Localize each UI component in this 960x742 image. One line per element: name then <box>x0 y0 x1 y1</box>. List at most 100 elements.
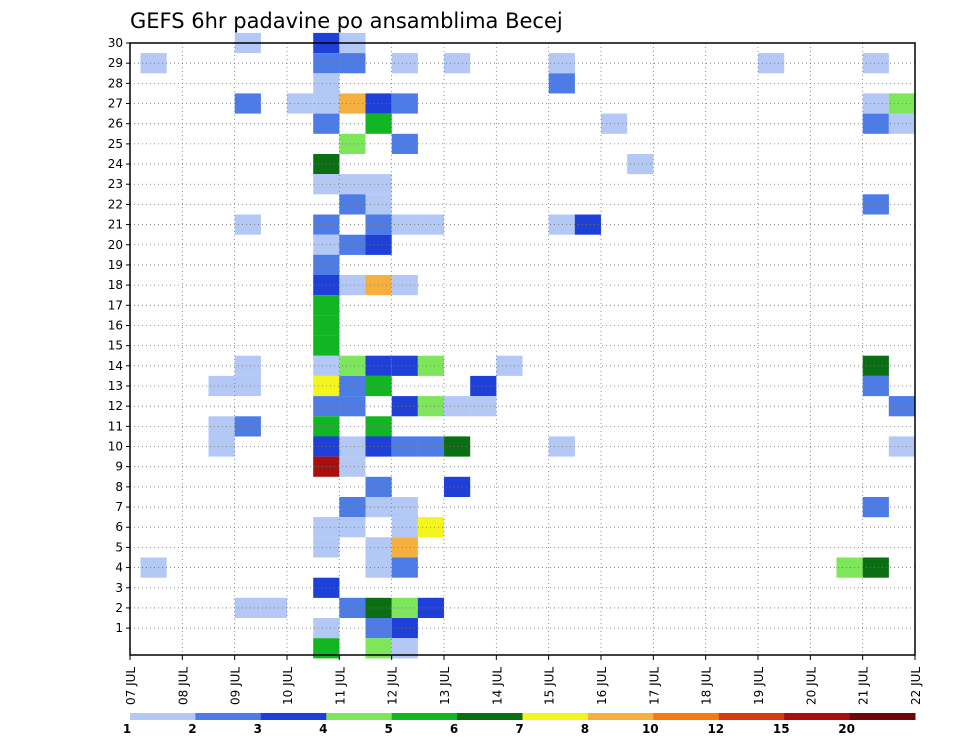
colorbar-swatch <box>718 713 785 720</box>
colorbar-label: 3 <box>254 722 262 736</box>
y-tick-label: 11 <box>108 419 123 433</box>
heatmap-cell <box>339 436 366 457</box>
x-tick-label: 21 JUL <box>857 667 871 705</box>
heatmap-cell <box>391 133 418 154</box>
colorbar-swatch <box>195 713 262 720</box>
y-tick-label: 10 <box>108 440 123 454</box>
heatmap-cell <box>339 93 366 114</box>
heatmap-cell <box>339 517 366 538</box>
heatmap-cell <box>391 497 418 518</box>
x-tick-label: 08 JUL <box>176 667 190 705</box>
heatmap-cell <box>548 436 575 457</box>
heatmap-cell <box>470 375 497 397</box>
heatmap-cell <box>548 214 575 235</box>
heatmap-cell <box>339 597 366 618</box>
y-tick-label: 8 <box>115 480 123 494</box>
colorbar-label: 8 <box>581 722 589 736</box>
heatmap-cell <box>758 53 785 74</box>
grid-lines <box>130 42 915 655</box>
heatmap-cell <box>208 416 235 437</box>
heatmap-cell <box>234 597 261 618</box>
x-tick-label: 16 JUL <box>595 667 609 705</box>
heatmap-cell <box>391 638 418 659</box>
y-tick-label: 7 <box>115 500 123 514</box>
y-tick-label: 29 <box>108 56 123 70</box>
heatmap-cell <box>260 597 287 618</box>
heatmap-cell <box>339 53 366 74</box>
y-tick-label: 21 <box>108 218 123 232</box>
y-tick-label: 18 <box>108 278 123 292</box>
colorbar-label: 10 <box>642 722 659 736</box>
heatmap-cell <box>888 113 915 134</box>
y-tick-label: 19 <box>108 258 123 272</box>
heatmap-cell <box>287 93 314 114</box>
heatmap-cell <box>862 497 889 518</box>
colorbar-label: 20 <box>838 722 855 736</box>
y-tick-label: 25 <box>108 137 123 151</box>
heatmap-cell <box>836 557 863 578</box>
y-tick-label: 17 <box>108 298 123 312</box>
colorbar-label: 12 <box>707 722 724 736</box>
heatmap-cell <box>234 214 261 235</box>
colorbar-swatch <box>391 713 458 720</box>
colorbar-swatch <box>326 713 393 720</box>
heatmap-cell <box>391 93 418 114</box>
heatmap-cell <box>888 436 915 457</box>
heatmap-cell <box>234 375 261 397</box>
x-tick-label: 07 JUL <box>124 667 138 705</box>
heatmap-cell <box>339 396 366 417</box>
colorbar-label: 15 <box>773 722 790 736</box>
heatmap-cell <box>391 436 418 457</box>
heatmap-cell <box>339 456 366 477</box>
y-tick-label: 14 <box>108 359 123 373</box>
heatmap-cell <box>444 396 471 417</box>
heatmap-cell <box>444 53 471 74</box>
x-tick-label: 20 JUL <box>804 667 818 705</box>
heatmap-cell <box>574 214 601 235</box>
y-tick-label: 20 <box>108 238 123 252</box>
y-tick-label: 15 <box>108 339 123 353</box>
heatmap-cell <box>444 436 471 457</box>
y-tick-label: 1 <box>115 621 123 635</box>
y-tick-label: 26 <box>108 117 123 131</box>
y-tick-label: 3 <box>115 581 123 595</box>
colorbar-label: 4 <box>319 722 327 736</box>
chart-title: GEFS 6hr padavine po ansamblima Becej <box>130 9 563 33</box>
x-tick-label: 13 JUL <box>438 667 452 705</box>
heatmap-cell <box>208 436 235 457</box>
y-tick-label: 6 <box>115 520 123 534</box>
heatmap-cell <box>339 497 366 518</box>
heatmap-cell <box>862 93 889 114</box>
heatmap-cell <box>391 537 418 558</box>
colorbar-swatch <box>130 713 196 720</box>
heatmap-cell <box>339 275 366 296</box>
y-tick-label: 12 <box>108 399 123 413</box>
heatmap-cell <box>888 93 915 114</box>
heatmap-cell <box>862 53 889 74</box>
x-tick-label: 18 JUL <box>700 667 714 705</box>
heatmap-cell <box>391 557 418 578</box>
colorbar: 1 2 3 4 5 6 7 8 10 12 15 20 <box>123 713 916 736</box>
colorbar-label: 7 <box>515 722 523 736</box>
heatmap-cell <box>234 416 261 437</box>
heatmap-cell <box>208 375 235 397</box>
y-tick-label: 4 <box>115 561 123 575</box>
y-tick-label: 27 <box>108 97 123 111</box>
colorbar-swatch <box>784 713 851 720</box>
y-tick-label: 5 <box>115 540 123 554</box>
y-tick-label: 24 <box>108 157 123 171</box>
heatmap-cell <box>391 275 418 296</box>
colorbar-swatch <box>849 713 916 720</box>
heatmap-cell <box>391 396 418 417</box>
heatmap-cell <box>548 73 575 94</box>
heatmap-cell <box>339 234 366 255</box>
y-tick-label: 22 <box>108 197 123 211</box>
heatmap-cell <box>888 396 915 417</box>
colorbar-label: 5 <box>385 722 393 736</box>
heatmap-cell <box>862 375 889 397</box>
y-axis-ticks: 1234567891011121314151617181920212223242… <box>108 36 130 635</box>
heatmap-cell <box>862 194 889 215</box>
y-tick-label: 23 <box>108 177 123 191</box>
x-tick-label: 11 JUL <box>333 667 347 705</box>
